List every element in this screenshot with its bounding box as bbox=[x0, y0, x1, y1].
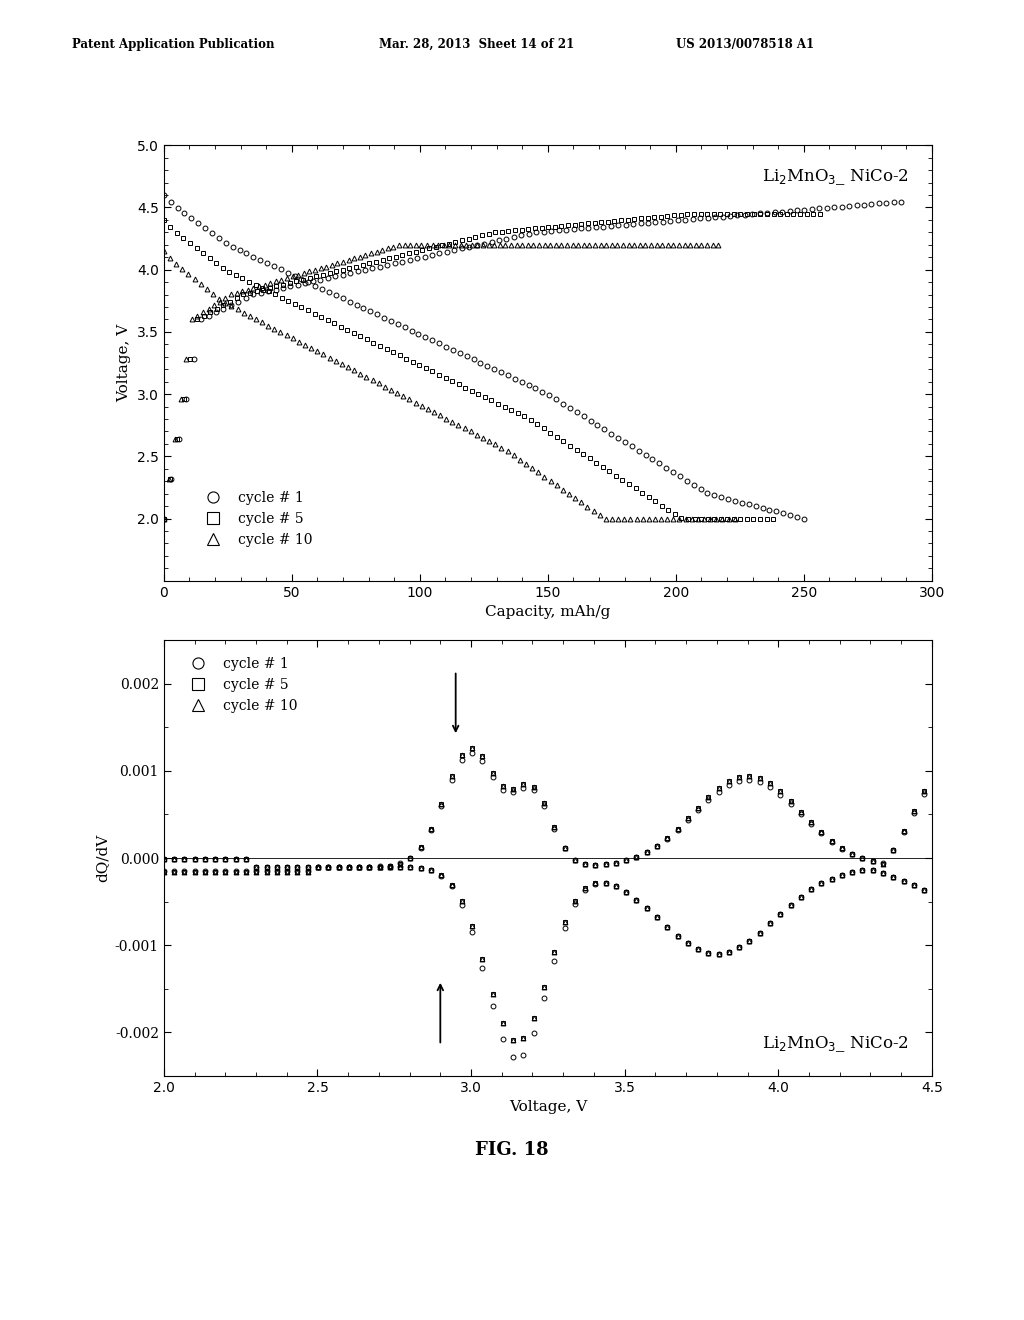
Legend: cycle # 1, cycle # 5, cycle # 10: cycle # 1, cycle # 5, cycle # 10 bbox=[194, 484, 318, 552]
Y-axis label: Voltage, V: Voltage, V bbox=[118, 323, 131, 403]
Text: Li$_2$MnO$_3$_ NiCo-2: Li$_2$MnO$_3$_ NiCo-2 bbox=[762, 1034, 909, 1053]
Text: Mar. 28, 2013  Sheet 14 of 21: Mar. 28, 2013 Sheet 14 of 21 bbox=[379, 37, 574, 50]
X-axis label: Capacity, mAh/g: Capacity, mAh/g bbox=[485, 605, 610, 619]
Text: Li$_2$MnO$_3$_ NiCo-2: Li$_2$MnO$_3$_ NiCo-2 bbox=[762, 166, 909, 187]
Text: US 2013/0078518 A1: US 2013/0078518 A1 bbox=[676, 37, 814, 50]
X-axis label: Voltage, V: Voltage, V bbox=[509, 1100, 587, 1114]
Y-axis label: dQ/dV: dQ/dV bbox=[95, 834, 110, 882]
Text: FIG. 18: FIG. 18 bbox=[475, 1140, 549, 1159]
Text: Patent Application Publication: Patent Application Publication bbox=[72, 37, 274, 50]
Legend: cycle # 1, cycle # 5, cycle # 10: cycle # 1, cycle # 5, cycle # 10 bbox=[178, 652, 303, 718]
